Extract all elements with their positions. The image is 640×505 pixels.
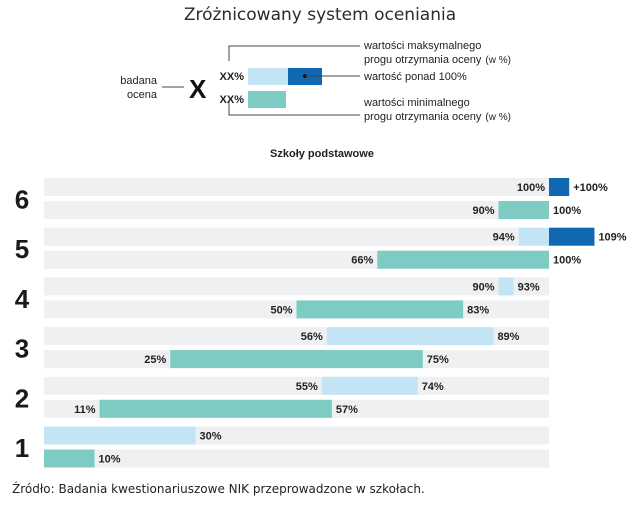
legend-max-line1: wartości maksymalnego: [363, 40, 481, 52]
label-min-start: 90%: [472, 205, 494, 217]
source-note: Źródło: Badania kwestionariuszowe NIK pr…: [12, 482, 425, 496]
bar-min: [498, 201, 549, 219]
label-max-start: 90%: [472, 281, 494, 293]
bar-min: [377, 250, 549, 269]
grade-label: 2: [15, 383, 29, 413]
track-max: [44, 178, 549, 196]
label-max-start: 100%: [517, 182, 545, 194]
label-max-end: 89%: [497, 331, 519, 343]
label-min-end: 100%: [553, 255, 581, 267]
label-max-end: 74%: [422, 381, 444, 393]
track-min: [44, 201, 549, 219]
legend-xx-top: XX%: [220, 71, 245, 83]
bar-groups: 6 100% +100% 90% 100% 5 94% 109% 66% 100% 4 90% 93% 5…: [15, 178, 627, 468]
label-min-start: 50%: [270, 304, 292, 316]
bar-min: [44, 449, 95, 468]
legend: badana ocena X XX% XX% wartości maksymal…: [120, 40, 511, 123]
label-max-start: 56%: [301, 331, 323, 343]
label-min-end: 75%: [427, 354, 449, 366]
legend-min-swatch: [248, 91, 286, 108]
track-max: [44, 227, 549, 246]
label-over: +100%: [573, 182, 608, 194]
bar-over: [549, 178, 570, 196]
legend-symbol: X: [189, 74, 207, 104]
label-max-start: 94%: [493, 232, 515, 244]
legend-max-connector: [228, 45, 360, 61]
label-min-start: 66%: [351, 255, 373, 267]
bar-min: [99, 399, 332, 418]
bar-min: [170, 350, 423, 369]
bar-min: [296, 300, 464, 319]
chart-title: Zróżnicowany system oceniania: [183, 5, 457, 25]
grade-label: 5: [15, 234, 29, 264]
grade-label: 1: [15, 433, 29, 463]
chart-subtitle: Szkoły podstawowe: [270, 148, 374, 160]
label-max-end: 30%: [200, 431, 222, 443]
legend-min-line2: progu otrzymania oceny (w %): [364, 111, 511, 123]
grade-label: 3: [15, 334, 29, 364]
label-min-start: 11%: [74, 404, 96, 416]
legend-label-line2: ocena: [127, 89, 158, 101]
label-min-end: 10%: [99, 454, 121, 466]
grade-label: 4: [15, 284, 30, 314]
bar-max: [326, 327, 494, 346]
legend-xx-bottom: XX%: [220, 94, 245, 106]
label-max-start: 55%: [296, 381, 318, 393]
grade-label: 6: [15, 185, 29, 215]
legend-label-line1: badana: [120, 75, 158, 87]
bar-max: [44, 426, 196, 445]
label-min-end: 83%: [467, 304, 489, 316]
label-max-end: 93%: [518, 281, 540, 293]
bar-max: [518, 227, 549, 246]
legend-max-line2: progu otrzymania oceny (w %): [364, 54, 511, 66]
bar-max: [498, 277, 514, 296]
track-max: [44, 376, 549, 395]
legend-min-connector: [228, 102, 360, 116]
label-over: 109%: [598, 232, 626, 244]
label-min-end: 100%: [553, 205, 581, 217]
legend-min-line1: wartości minimalnego: [363, 97, 470, 109]
label-min-start: 25%: [144, 354, 166, 366]
legend-max-swatch: [248, 68, 288, 85]
bar-over: [549, 227, 595, 246]
track-max: [44, 277, 549, 296]
track-min: [44, 449, 549, 468]
legend-over-text: wartość ponad 100%: [363, 71, 467, 83]
bar-max: [321, 376, 418, 395]
label-min-end: 57%: [336, 404, 358, 416]
